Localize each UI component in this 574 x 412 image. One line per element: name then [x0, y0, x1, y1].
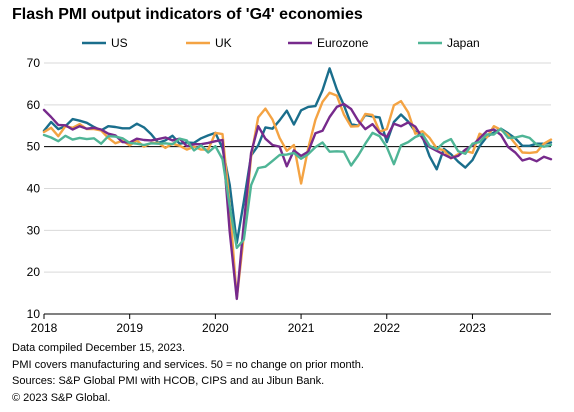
axes: 10 20 30 40 50 60 70 2018 2019 2020 2021 2022 2023 [27, 56, 551, 335]
x-tick-label: 2023 [459, 321, 486, 335]
series-line-japan [42, 127, 553, 250]
y-tick-label: 50 [27, 140, 41, 154]
y-tick-label: 30 [27, 223, 41, 237]
x-tick-label: 2020 [202, 321, 229, 335]
legend-label: US [111, 36, 128, 50]
note-line: © 2023 S&P Global. [12, 391, 111, 404]
legend-label: Japan [447, 36, 480, 50]
chart-legend: US UK Eurozone Japan [82, 36, 480, 50]
note-line: Sources: S&P Global PMI with HCOB, CIPS … [12, 375, 325, 387]
y-tick-label: 10 [27, 307, 41, 321]
series-line-eurozone [42, 102, 553, 301]
x-tick-label: 2022 [373, 321, 400, 335]
x-tick-label: 2018 [31, 321, 58, 335]
note-line: PMI covers manufacturing and services. 5… [12, 358, 364, 371]
legend-label: Eurozone [317, 36, 369, 50]
series-line-us [42, 67, 553, 245]
y-tick-label: 20 [27, 265, 41, 279]
grid-lines [44, 62, 551, 315]
y-tick-label: 70 [27, 56, 41, 70]
legend-label: UK [215, 36, 232, 50]
chart-notes: Data compiled December 15, 2023. PMI cov… [12, 340, 364, 406]
series-layer [42, 67, 553, 301]
chart-title: Flash PMI output indicators of 'G4' econ… [12, 6, 363, 23]
x-tick-label: 2021 [288, 321, 315, 335]
series-line-uk [42, 91, 553, 300]
note-line: Data compiled December 15, 2023. [12, 342, 186, 354]
y-tick-label: 40 [27, 182, 41, 196]
y-tick-label: 60 [27, 98, 41, 112]
x-tick-label: 2019 [116, 321, 143, 335]
